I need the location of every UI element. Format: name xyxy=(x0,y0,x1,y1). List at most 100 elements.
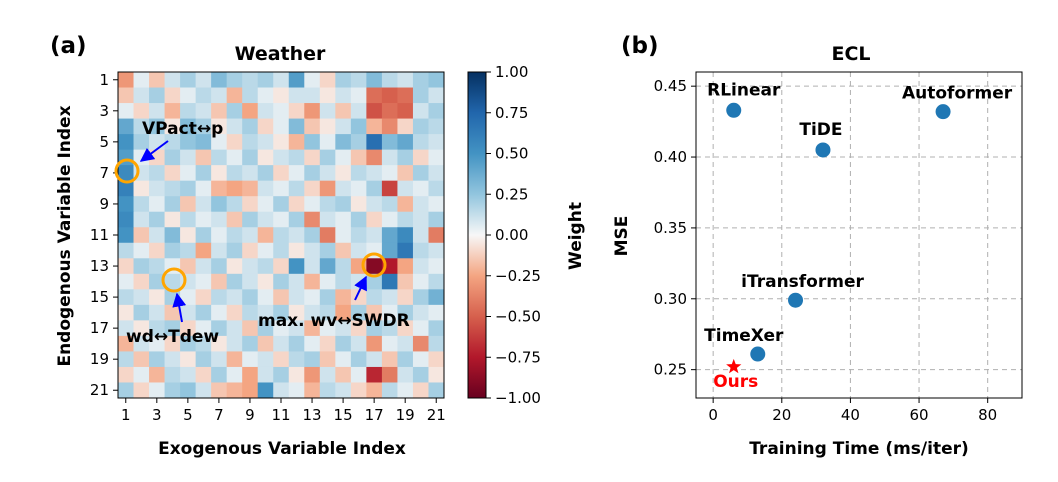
heatmap-y-tick-label: 5 xyxy=(99,133,109,151)
scatter-point-autoformer xyxy=(935,104,951,120)
heatmap-cell xyxy=(397,211,414,228)
scatter-y-ticks: 0.25 0.30 0.35 0.40 0.45 xyxy=(654,77,696,379)
heatmap-cell xyxy=(381,335,398,352)
heatmap-cell xyxy=(304,196,321,213)
heatmap-cell xyxy=(180,335,197,352)
heatmap-cell xyxy=(335,87,352,104)
heatmap-cell xyxy=(242,366,259,383)
heatmap-cell xyxy=(195,242,212,259)
heatmap-cell xyxy=(397,335,414,352)
heatmap-cell xyxy=(164,87,181,104)
heatmap-cell xyxy=(211,72,228,88)
heatmap-cell xyxy=(335,320,352,337)
heatmap-cell xyxy=(381,149,398,166)
heatmap-cell xyxy=(226,382,243,399)
heatmap-cell xyxy=(335,118,352,135)
heatmap-cell xyxy=(195,289,212,306)
heatmap-cell xyxy=(319,134,336,151)
heatmap-cell xyxy=(118,118,134,135)
heatmap-cell xyxy=(319,196,336,213)
scatter-y-tick-label: 0.45 xyxy=(654,77,687,95)
heatmap-cell xyxy=(257,351,274,368)
heatmap-annotations: VPact↔p wd↔Tdew max. wv↔SWDR xyxy=(114,119,410,347)
heatmap-x-tick-label: 19 xyxy=(396,406,415,424)
heatmap-cell xyxy=(257,366,274,383)
scatter-y-tick-label: 0.40 xyxy=(654,148,687,166)
heatmap-cell xyxy=(242,304,259,321)
heatmap-cell xyxy=(319,211,336,228)
heatmap-cell xyxy=(133,72,150,88)
scatter-x-ticks: 0 20 40 60 80 xyxy=(708,398,997,424)
heatmap-x-tick-label: 1 xyxy=(121,406,131,424)
heatmap-cell xyxy=(397,273,414,290)
heatmap-x-tick-label: 3 xyxy=(152,406,162,424)
heatmap-cell xyxy=(412,211,429,228)
heatmap-cell xyxy=(149,103,165,119)
heatmap-x-tick-label: 5 xyxy=(183,406,193,424)
heatmap-cell xyxy=(412,335,429,352)
panel-a-label: (a) xyxy=(50,33,87,59)
heatmap-cell xyxy=(273,242,290,259)
scatter-label-itransformer: iTransformer xyxy=(741,272,864,292)
heatmap-cell xyxy=(226,351,243,368)
heatmap-cell xyxy=(133,227,150,244)
heatmap-cell xyxy=(180,258,197,275)
scatter-point-tide xyxy=(815,142,831,158)
heatmap-cell xyxy=(381,366,398,383)
heatmap-cell xyxy=(133,196,150,213)
heatmap-cell xyxy=(149,366,165,383)
heatmap-cell xyxy=(133,103,150,119)
heatmap-cell xyxy=(288,320,305,337)
heatmap-cell xyxy=(304,242,321,259)
heatmap-cell xyxy=(319,72,336,88)
heatmap-cell xyxy=(397,227,414,244)
heatmap-cell xyxy=(397,289,414,306)
heatmap-cell xyxy=(304,366,321,383)
heatmap-cell xyxy=(226,273,243,290)
heatmap-cell xyxy=(164,242,181,259)
heatmap-cell xyxy=(428,258,445,275)
heatmap-cell xyxy=(381,227,398,244)
heatmap-cell xyxy=(149,273,165,290)
heatmap-cell xyxy=(257,242,274,259)
heatmap-cell xyxy=(366,87,383,104)
heatmap-cell xyxy=(412,258,429,275)
heatmap-cell xyxy=(412,118,429,135)
heatmap-cell xyxy=(118,289,134,306)
heatmap-cell xyxy=(412,103,429,119)
colorbar-tick-label: 0.75 xyxy=(495,104,528,122)
heatmap-cell xyxy=(257,258,274,275)
heatmap-cell xyxy=(195,103,212,119)
heatmap-cell xyxy=(366,273,383,290)
heatmap-cell xyxy=(366,196,383,213)
heatmap-cell xyxy=(288,72,305,88)
heatmap-cell xyxy=(304,211,321,228)
heatmap-y-tick-label: 3 xyxy=(99,102,109,120)
colorbar-tick-label: 0.25 xyxy=(495,185,528,203)
scatter-x-label: Training Time (ms/iter) xyxy=(749,439,969,459)
heatmap-cell xyxy=(428,211,445,228)
heatmap-cell xyxy=(288,258,305,275)
heatmap-cell xyxy=(350,180,367,197)
heatmap-cell xyxy=(412,87,429,104)
heatmap-cell xyxy=(397,304,414,321)
heatmap-cell xyxy=(211,273,228,290)
heatmap-cell xyxy=(118,335,134,352)
heatmap-cell xyxy=(428,273,445,290)
heatmap-cell xyxy=(133,382,150,399)
heatmap-cell xyxy=(397,382,414,399)
heatmap-cell xyxy=(211,134,228,151)
heatmap-cell xyxy=(273,165,290,182)
heatmap-cell xyxy=(319,165,336,182)
heatmap-cell xyxy=(257,180,274,197)
heatmap-cell xyxy=(149,87,165,104)
colorbar-ticks: 1.00 0.75 0.50 0.25 0.00 −0.25 −0.50 −0.75 −1.00 xyxy=(486,63,541,407)
heatmap-cell xyxy=(273,87,290,104)
heatmap-cell xyxy=(428,366,445,383)
heatmap-cell xyxy=(118,227,134,244)
heatmap-y-tick-label: 15 xyxy=(90,288,109,306)
heatmap-cell xyxy=(211,196,228,213)
heatmap-cell xyxy=(118,366,134,383)
heatmap-cell xyxy=(133,289,150,306)
heatmap-cell xyxy=(273,149,290,166)
